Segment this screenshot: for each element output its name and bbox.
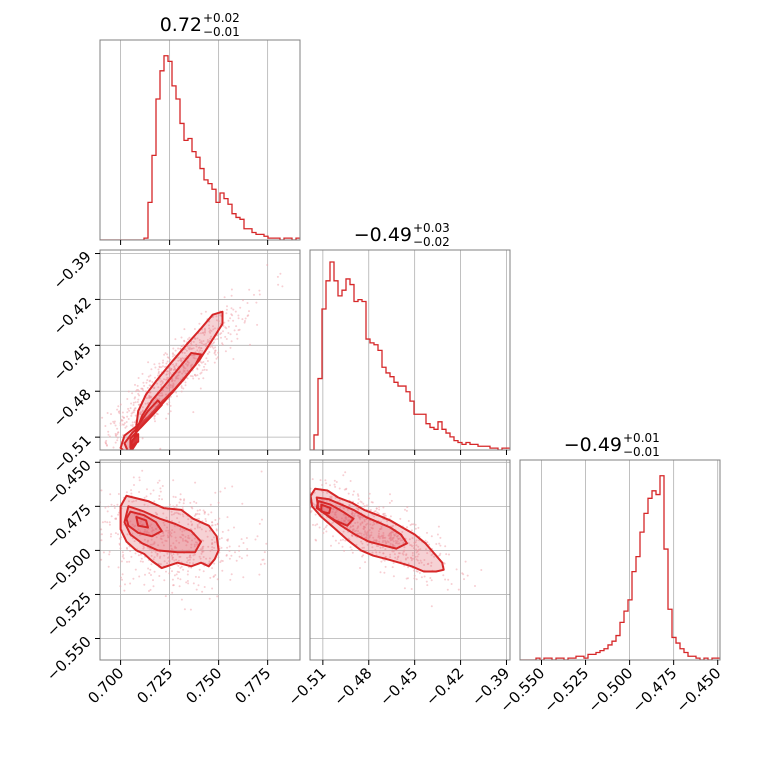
x-tick-label-2: 0.750 <box>182 664 225 707</box>
panel-content <box>520 475 720 660</box>
pair-panel-3: −0.51 −0.48 −0.45 −0.42 −0.39 <box>284 459 513 709</box>
contour-level-1 <box>310 487 445 573</box>
x-tick-label-3: −0.42 <box>422 664 467 709</box>
contour-level-3 <box>129 399 163 449</box>
panel-content <box>100 55 300 240</box>
x-tick-label-4: −0.450 <box>673 664 725 716</box>
x-tick-label-2: −0.45 <box>376 664 421 709</box>
panel-content <box>100 469 268 611</box>
param-title-1: 0.72 +0.02−0.01 <box>160 11 240 39</box>
title-minus: −0.01 <box>203 25 240 39</box>
contour-level-3 <box>125 510 163 538</box>
pair-panel-2: 0.700 0.725 0.750 0.775 −0.550−0.525−0.500−0… <box>43 456 301 707</box>
y-tick-label-2: −0.500 <box>43 544 95 596</box>
panel-frame <box>519 459 721 661</box>
contour-level-2 <box>123 505 202 554</box>
title-plus: +0.03 <box>413 221 450 235</box>
title-median: 0.72 <box>160 14 202 36</box>
panel-frame <box>99 249 301 451</box>
title-median: −0.49 <box>354 224 412 246</box>
panel-frame <box>309 459 511 661</box>
y-tick-label-2: −0.45 <box>50 339 95 384</box>
x-tick-label-1: −0.525 <box>540 664 592 716</box>
x-tick-label-3: 0.775 <box>231 664 274 707</box>
panel-content <box>310 261 510 450</box>
y-tick-label-4: −0.39 <box>50 248 95 293</box>
x-tick-label-3: −0.475 <box>629 664 681 716</box>
title-plus: +0.01 <box>623 431 660 445</box>
title-minus: −0.01 <box>623 445 660 459</box>
histogram-step <box>310 261 510 450</box>
y-tick-label-1: −0.525 <box>43 589 95 641</box>
panel-frame <box>99 39 301 241</box>
hist-panel-3: −0.550−0.525−0.500−0.475−0.450 <box>496 459 725 716</box>
param-title-2: −0.49 +0.03−0.02 <box>354 221 450 249</box>
hist-panel-2 <box>309 249 511 455</box>
x-tick-label-1: 0.725 <box>133 664 176 707</box>
title-minus: −0.02 <box>413 235 450 249</box>
y-tick-label-3: −0.475 <box>43 500 95 552</box>
histogram-step <box>520 475 720 660</box>
x-tick-label-0: −0.51 <box>284 664 329 709</box>
x-tick-label-0: 0.700 <box>84 664 127 707</box>
y-tick-label-0: −0.550 <box>43 633 95 685</box>
title-plus: +0.02 <box>203 11 240 25</box>
panel-frame <box>99 459 301 661</box>
histogram-step <box>100 55 300 240</box>
panel-content <box>100 264 284 450</box>
y-tick-label-1: −0.48 <box>50 385 95 430</box>
contour-level-4 <box>135 515 149 529</box>
y-tick-label-3: −0.42 <box>50 294 95 339</box>
param-title-3: −0.49 +0.01−0.01 <box>564 431 660 459</box>
title-median: −0.49 <box>564 434 622 456</box>
x-tick-label-2: −0.500 <box>584 664 636 716</box>
contour-level-1 <box>119 494 220 569</box>
panel-frame <box>309 249 511 451</box>
hist-panel-1 <box>99 39 301 245</box>
contour-level-4 <box>320 503 332 515</box>
panel-content <box>310 471 483 608</box>
contour-level-4 <box>129 433 140 448</box>
x-tick-label-1: −0.48 <box>330 664 375 709</box>
